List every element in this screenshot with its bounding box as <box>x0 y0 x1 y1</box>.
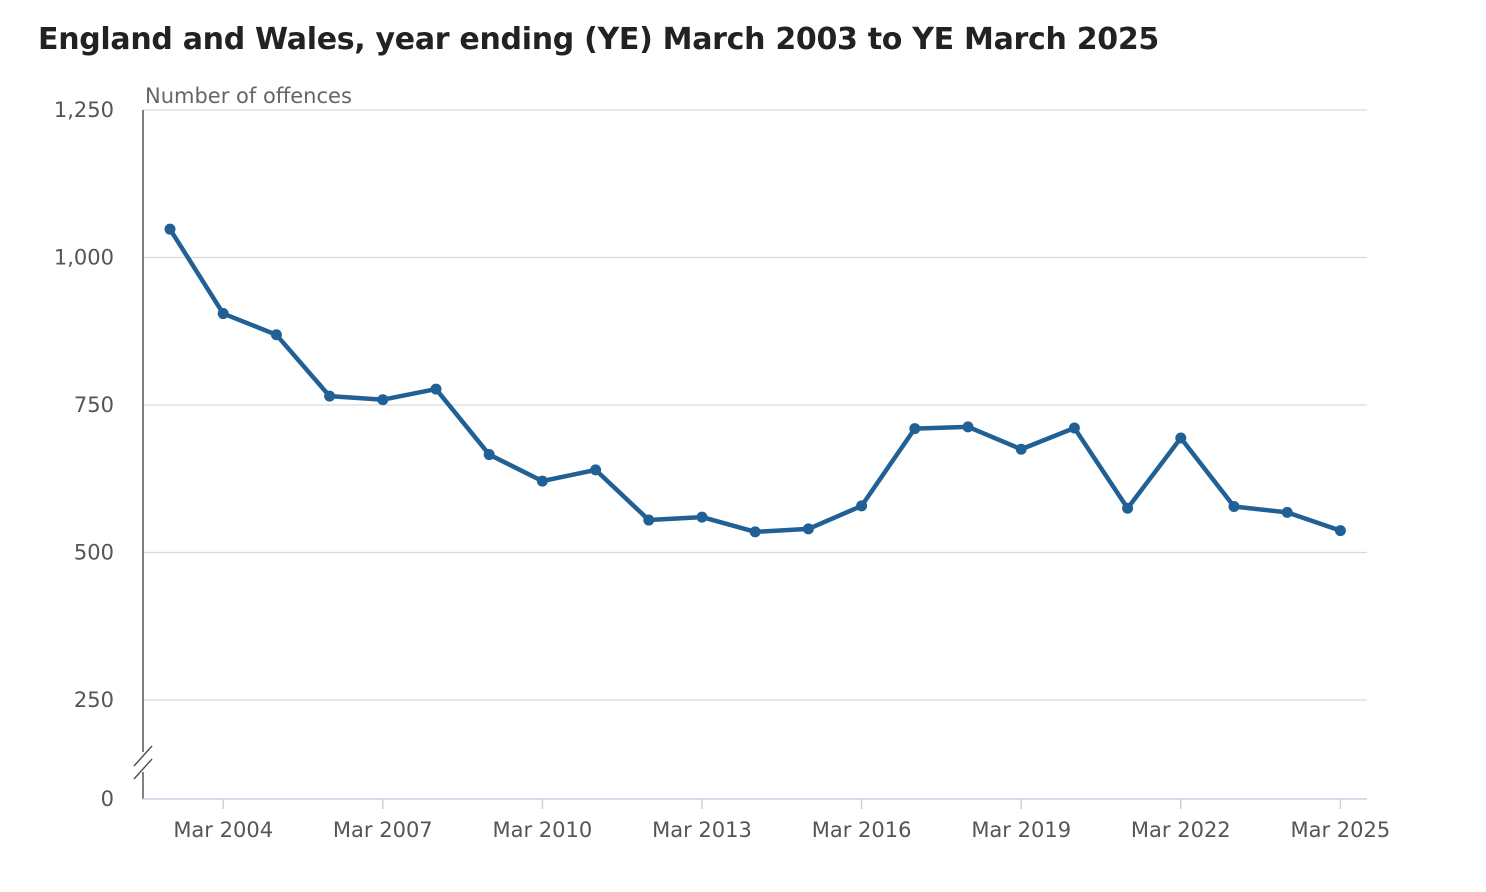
data-point-mar-2003 <box>164 223 176 235</box>
data-point-mar-2020 <box>1068 422 1080 434</box>
data-point-mar-2005 <box>270 329 282 341</box>
y-tick-label-0: 0 <box>101 787 114 811</box>
y-axis-ticks: 0 250 500 750 1,000 1,250 <box>54 98 114 811</box>
x-tick-label-4: Mar 2016 <box>812 818 912 842</box>
y-tick-label-1250: 1,250 <box>54 98 114 122</box>
data-point-mar-2006 <box>324 390 336 402</box>
y-axis-label: Number of offences <box>145 84 352 108</box>
x-tick-label-6: Mar 2022 <box>1131 818 1231 842</box>
x-tick-label-3: Mar 2013 <box>652 818 752 842</box>
x-tick-label-0: Mar 2004 <box>173 818 273 842</box>
axis-break-mark <box>133 745 153 767</box>
data-point-mar-2004 <box>217 308 229 320</box>
data-point-mar-2016 <box>856 500 868 512</box>
data-point-mar-2017 <box>909 423 921 435</box>
data-point-mar-2010 <box>536 475 548 487</box>
data-point-mar-2019 <box>1015 443 1027 455</box>
data-point-mar-2009 <box>483 449 495 461</box>
x-tick-label-1: Mar 2007 <box>333 818 433 842</box>
data-point-mar-2021 <box>1122 502 1134 514</box>
x-tick-label-2: Mar 2010 <box>493 818 593 842</box>
data-point-mar-2022 <box>1175 432 1187 444</box>
axis-break-mark <box>133 758 153 780</box>
x-tick-label-5: Mar 2019 <box>971 818 1071 842</box>
data-point-mar-2014 <box>749 526 761 538</box>
data-point-mar-2025 <box>1334 525 1346 537</box>
data-point-mar-2023 <box>1228 500 1240 512</box>
series-layer <box>164 223 1346 538</box>
chart-title: England and Wales, year ending (YE) Marc… <box>38 22 1159 57</box>
y-tick-label-1000: 1,000 <box>54 246 114 270</box>
gridlines <box>143 109 1367 701</box>
y-tick-label-750: 750 <box>74 393 114 417</box>
x-axis-ticks: Mar 2004 Mar 2007 Mar 2010 Mar 2013 Mar 2016… <box>173 799 1390 842</box>
y-tick-label-250: 250 <box>74 688 114 712</box>
y-tick-label-500: 500 <box>74 541 114 565</box>
data-point-mar-2008 <box>430 383 442 395</box>
data-point-mar-2012 <box>643 514 655 526</box>
data-point-mar-2013 <box>696 511 708 523</box>
data-point-mar-2018 <box>962 421 974 433</box>
series-line-0 <box>167 226 1343 535</box>
data-point-mar-2007 <box>377 394 389 406</box>
axes <box>133 110 1367 800</box>
data-point-mar-2024 <box>1281 506 1293 518</box>
data-point-mar-2011 <box>590 464 602 476</box>
x-tick-label-7: Mar 2025 <box>1291 818 1391 842</box>
data-point-mar-2015 <box>802 523 814 535</box>
